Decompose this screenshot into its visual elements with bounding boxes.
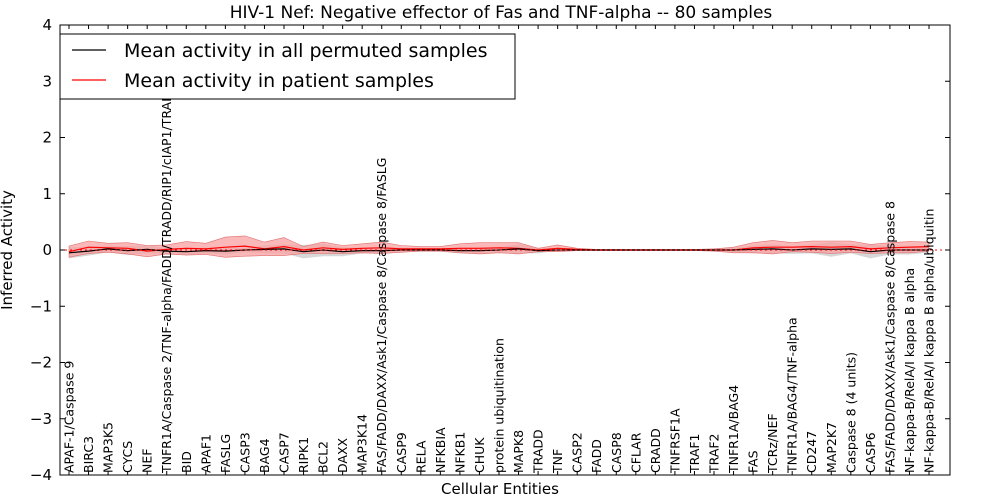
x-tick-label: CYCS xyxy=(120,441,135,473)
y-tick-label: −1 xyxy=(30,297,52,315)
x-tick-label: TNF xyxy=(550,449,565,474)
x-tick-label: NFKB1 xyxy=(452,432,467,473)
y-tick-label: −3 xyxy=(30,410,52,428)
y-tick-label: −4 xyxy=(30,466,52,484)
x-tick-label: protein ubiquitination xyxy=(492,338,507,473)
legend: Mean activity in all permuted samples Me… xyxy=(59,33,516,100)
x-tick-label: Caspase 8 (4 units) xyxy=(843,352,858,473)
series-lines xyxy=(60,245,950,254)
x-tick-label: MAP3K5 xyxy=(101,422,116,473)
x-tick-label: NFKBIA xyxy=(433,427,448,473)
x-tick-label: FAS/FADD/DAXX/Ask1/Caspase 8/Caspase 8 xyxy=(882,201,897,473)
x-axis-ticks: APAF-1/Caspase 9 BIRC3 MAP3K5 CYCS NEF TNFR1A… xyxy=(62,25,937,475)
x-tick-label: BAG4 xyxy=(257,438,272,473)
x-tick-label: BID xyxy=(179,451,194,473)
x-tick-label: TNFR1A/BAG4/TNF-alpha xyxy=(785,317,800,474)
x-tick-label: BCL2 xyxy=(316,441,331,473)
x-tick-label: TRAF1 xyxy=(687,433,702,474)
x-tick-label: CASP9 xyxy=(394,432,409,473)
x-tick-label: MAPK8 xyxy=(511,430,526,473)
x-tick-label: FASLG xyxy=(218,434,233,473)
x-tick-label: FAS/FADD/DAXX/Ask1/Caspase 8/Caspase 8/F… xyxy=(374,158,389,473)
y-tick-label: 0 xyxy=(42,241,52,259)
x-tick-label: CASP8 xyxy=(609,432,624,473)
x-tick-label: APAF-1/Caspase 9 xyxy=(62,361,77,473)
x-tick-label: CASP2 xyxy=(570,432,585,473)
y-axis-ticks: −4 −3 −2 −1 0 1 2 3 4 xyxy=(30,16,950,484)
x-tick-label: MAP3K14 xyxy=(355,414,370,473)
x-tick-label: DAXX xyxy=(335,437,350,473)
x-tick-label: TCRz/NEF xyxy=(765,413,780,474)
x-tick-label: RELA xyxy=(413,440,428,473)
x-tick-label: TNFR1A/BAG4 xyxy=(726,385,741,474)
x-tick-label: CFLAR xyxy=(628,432,643,473)
x-tick-label: TRAF2 xyxy=(707,433,722,474)
x-tick-label: TNFR1A/Caspase 2/TNF-alpha/FADD/TRADD/RI… xyxy=(159,87,174,474)
x-tick-label: FADD xyxy=(589,439,604,473)
legend-label-patient: Mean activity in patient samples xyxy=(124,70,434,92)
x-tick-label: BIRC3 xyxy=(81,436,96,473)
x-tick-label: TRADD xyxy=(531,429,546,474)
legend-box xyxy=(59,33,516,100)
x-tick-label: TNFRSF1A xyxy=(667,408,682,474)
x-tick-label: NF-kappa-B/RelA/I kappa B alpha/ubiquiti… xyxy=(922,209,937,473)
x-tick-label: CASP6 xyxy=(863,432,878,473)
patient-mean-line xyxy=(68,245,930,253)
x-tick-label: CASP7 xyxy=(277,432,292,473)
y-axis-label: Inferred Activity xyxy=(0,190,16,310)
chart-title: HIV-1 Nef: Negative effector of Fas and … xyxy=(230,3,773,23)
plot-area: −4 −3 −2 −1 0 1 2 3 4 APAF-1/Caspase 9 BIRC3 MAP3K… xyxy=(30,16,951,484)
x-tick-label: CD247 xyxy=(804,431,819,473)
x-tick-label: RIPK1 xyxy=(296,437,311,473)
x-tick-label: CHUK xyxy=(472,437,487,473)
patient-band xyxy=(68,235,930,258)
legend-label-permuted: Mean activity in all permuted samples xyxy=(124,40,487,62)
x-tick-label: CASP3 xyxy=(237,432,252,473)
x-tick-label: FAS xyxy=(746,450,761,473)
x-tick-label: CRADD xyxy=(648,428,663,473)
y-tick-label: 3 xyxy=(42,72,52,90)
x-tick-label: APAF1 xyxy=(198,434,213,473)
y-tick-label: −2 xyxy=(30,354,52,372)
x-axis-label: Cellular Entities xyxy=(441,480,559,498)
y-tick-label: 4 xyxy=(42,16,52,34)
x-tick-label: NF-kappa-B/RelA/I kappa B alpha xyxy=(902,268,917,473)
x-tick-label: MAP2K7 xyxy=(824,422,839,473)
y-tick-label: 1 xyxy=(42,185,52,203)
y-tick-label: 2 xyxy=(42,129,52,147)
x-tick-label: NEF xyxy=(140,449,155,473)
